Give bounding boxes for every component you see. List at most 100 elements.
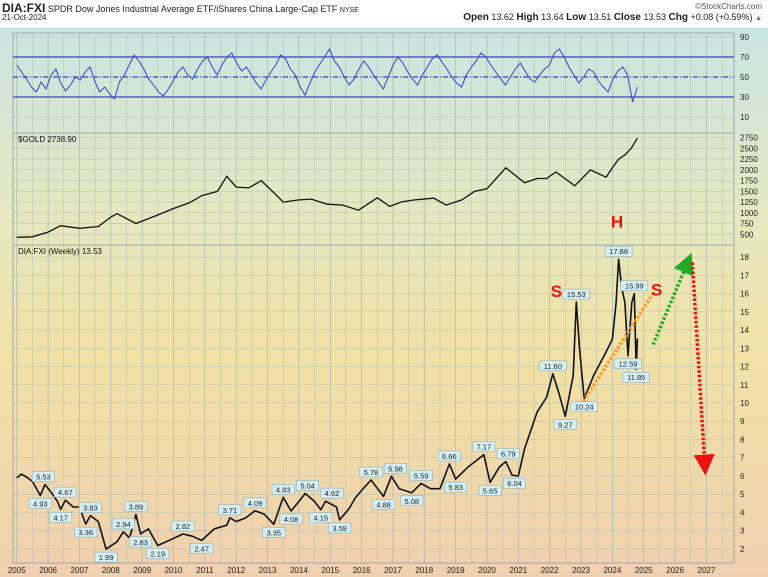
price-label-box (472, 441, 496, 452)
price-label-text: 4.93 (33, 499, 48, 508)
x-tick-label: 2027 (698, 566, 716, 575)
price-label-box (444, 481, 468, 493)
main-y-tick-label: 15 (740, 308, 749, 317)
price-label-text: 2.94 (116, 520, 131, 529)
price-label-box (146, 548, 170, 559)
price-label-text: 6.66 (442, 452, 457, 461)
price-label-box (78, 502, 102, 513)
main-y-tick-label: 12 (740, 363, 749, 372)
price-legend: DIA:FXI (Weekly) 13.53 (18, 247, 102, 256)
pattern-letter-h: H (611, 213, 623, 232)
price-label-text: 10.24 (575, 403, 594, 412)
price-label-box (539, 360, 567, 372)
x-tick-label: 2007 (71, 566, 89, 575)
price-label: 3.59 (328, 522, 352, 534)
price-label: 4.62 (320, 487, 344, 499)
price-label-text: 4.62 (325, 489, 340, 498)
rsi-y-tick-label: 30 (740, 93, 749, 102)
chg-value: +0.08 (+0.59%) (690, 12, 753, 22)
price-label-text: 3.59 (332, 524, 347, 533)
price-label-box (383, 463, 407, 474)
price-label: 5.08 (400, 495, 424, 507)
exchange: NYSE (339, 7, 359, 14)
price-label-text: 15.53 (567, 290, 586, 299)
gold-y-tick-label: 1500 (740, 187, 758, 196)
rsi-y-tick-label: 90 (740, 33, 749, 42)
price-label-box (74, 526, 98, 538)
price-label-text: 4.15 (314, 514, 329, 523)
price-label: 6.04 (503, 477, 527, 489)
price-label-text: 5.59 (414, 471, 429, 480)
price-label: 3.35 (262, 527, 286, 538)
price-label: 2.94 (111, 518, 135, 530)
price-label-box (243, 497, 267, 509)
main-y-tick-label: 18 (740, 253, 749, 262)
price-label-text: 5.04 (300, 481, 315, 490)
price-label-text: 12.59 (619, 360, 638, 369)
price-label-text: 6.79 (501, 450, 516, 459)
price-label: 5.98 (383, 463, 407, 474)
gold-legend: $GOLD 2738.90 (18, 135, 77, 144)
price-label-text: 5.78 (364, 468, 379, 477)
panel-border-main (12, 244, 735, 564)
gold-y-tick-label: 2500 (740, 144, 758, 153)
x-tick-label: 2005 (8, 566, 26, 575)
price-label-text: 5.65 (483, 486, 498, 495)
price-label-box (262, 527, 286, 538)
x-tick-label: 2013 (259, 566, 277, 575)
main-y-tick-label: 6 (740, 472, 745, 481)
chart-background (0, 28, 768, 577)
price-label-text: 3.35 (267, 528, 282, 537)
price-label: 3.83 (78, 502, 102, 513)
price-label-box (372, 499, 396, 510)
price-label-text: 3.89 (129, 502, 144, 511)
price-label: 9.27 (553, 419, 577, 430)
price-label-box (279, 513, 303, 525)
price-label-text: 5.83 (448, 483, 463, 492)
rsi-y-tick-label: 10 (740, 113, 749, 122)
price-label-box (28, 498, 52, 509)
price-label: 5.04 (296, 480, 320, 491)
open-label: Open (463, 12, 489, 23)
price-label-text: 5.08 (404, 497, 419, 506)
price-label: 12.59 (614, 358, 642, 370)
price-label: 4.88 (372, 499, 396, 510)
price-label-text: 9.27 (558, 420, 573, 429)
main-y-tick-label: 3 (740, 527, 745, 536)
x-tick-label: 2008 (102, 566, 120, 575)
main-y-tick-label: 2 (740, 545, 745, 554)
price-label: 5.53 (31, 471, 55, 482)
price-label-box (409, 470, 433, 481)
price-panel: 2 3 4 5 6 7 8 9 10 11 12 13 14 15 16 17 18 2005 2006 2007 20… (8, 213, 750, 575)
price-label: 5.78 (359, 466, 383, 478)
price-label: 15.53 (562, 288, 591, 300)
price-label-box (94, 551, 118, 563)
pattern-letter-s: S (651, 280, 662, 299)
price-label-text: 3.71 (223, 506, 238, 515)
red-down-arrow (690, 262, 715, 476)
price-label-box (129, 536, 153, 548)
price-label-box (111, 518, 135, 530)
gold-y-tick-label: 1000 (740, 209, 758, 218)
price-label-text: 11.85 (627, 373, 645, 382)
price-label-box (328, 522, 352, 534)
price-label-text: 3.83 (83, 504, 98, 513)
price-label-box (218, 504, 242, 516)
price-label-text: 7.17 (477, 443, 492, 452)
main-y-tick-label: 13 (740, 344, 749, 353)
price-label-text: 4.67 (58, 488, 73, 497)
price-label-box (614, 358, 642, 370)
gold-y-tick-label: 1250 (740, 198, 758, 207)
price-label-box (320, 487, 344, 499)
price-label-box (296, 480, 320, 491)
price-label-box (49, 512, 73, 523)
price-label: 5.83 (444, 481, 468, 493)
price-label-box (478, 485, 502, 496)
copyright[interactable]: ©StockCharts.com (695, 2, 762, 11)
chart-date: 21-Oct-2024 (2, 13, 47, 22)
description: SPDR Dow Jones Industrial Average ETF/iS… (47, 4, 338, 14)
x-tick-label: 2025 (635, 566, 653, 575)
price-label-box (400, 495, 424, 507)
